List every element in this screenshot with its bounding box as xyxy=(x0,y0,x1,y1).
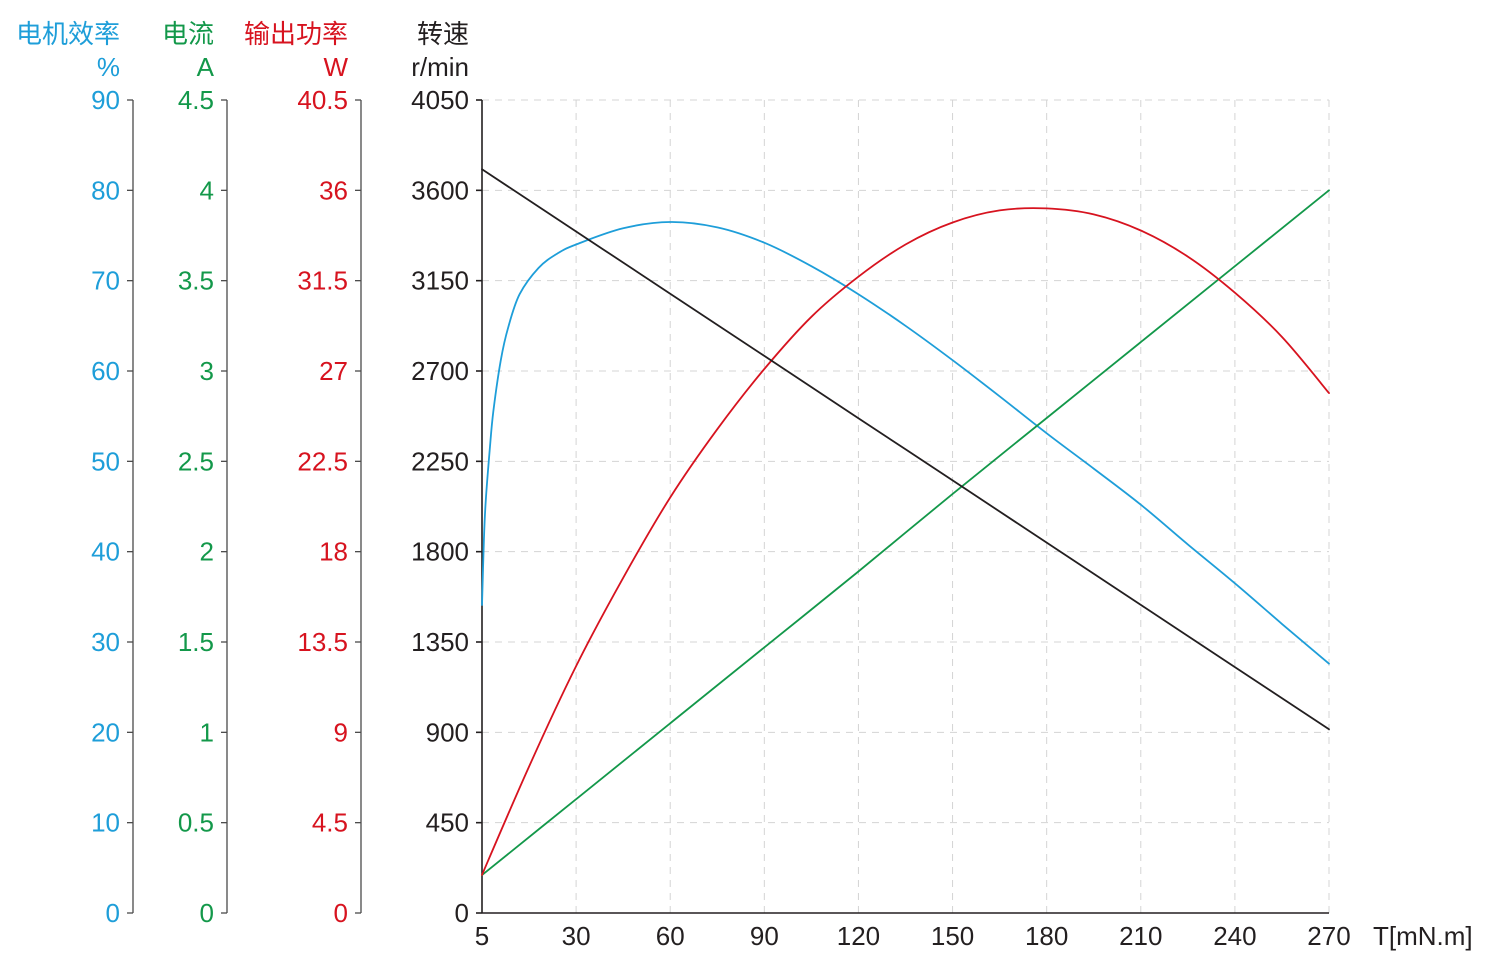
speed-axis-tick-label: 2700 xyxy=(411,356,469,386)
speed-axis-tick-label: 3150 xyxy=(411,266,469,296)
series xyxy=(481,168,1330,876)
current-axis-tick-label: 2.5 xyxy=(178,446,214,476)
efficiency-axis-tick-label: 20 xyxy=(91,717,120,747)
efficiency-axis-tick-label: 80 xyxy=(91,175,120,205)
efficiency-axis-tick-label: 30 xyxy=(91,627,120,657)
speed-axis-tick-label: 0 xyxy=(455,898,469,928)
current-axis-tick-label: 0 xyxy=(200,898,214,928)
speed-axis-tick-label: 450 xyxy=(426,808,469,838)
speed-axis-title: 转速 xyxy=(417,19,469,49)
efficiency-line xyxy=(481,221,1330,665)
x-axis-tick-label: 90 xyxy=(750,921,779,951)
efficiency-axis-tick-label: 40 xyxy=(91,537,120,567)
efficiency-axis-tick-label: 10 xyxy=(91,808,120,838)
x-axis-tick-label: 30 xyxy=(562,921,591,951)
output-power-axis-tick-label: 36 xyxy=(319,175,348,205)
output-power-axis-tick-label: 13.5 xyxy=(297,627,348,657)
current-axis-unit: A xyxy=(197,52,215,82)
current-axis-tick-label: 1 xyxy=(200,717,214,747)
speed-axis-unit: r/min xyxy=(411,52,469,82)
output-power-line xyxy=(481,207,1330,876)
output-power-axis-tick-label: 22.5 xyxy=(297,446,348,476)
x-axis-tick-label: 210 xyxy=(1119,921,1162,951)
output-power-axis-tick-label: 0 xyxy=(334,898,348,928)
current-axis-title: 电流 xyxy=(162,19,214,49)
efficiency-axis-title: 电机效率 xyxy=(16,19,120,49)
output-power-axis-tick-label: 9 xyxy=(334,717,348,747)
x-axis-tick-label: 120 xyxy=(837,921,880,951)
output-power-axis-tick-label: 18 xyxy=(319,537,348,567)
tick-labels: 010203040506070809000.511.522.533.544.50… xyxy=(91,85,1351,951)
output-power-axis-tick-label: 40.5 xyxy=(297,85,348,115)
output-power-axis-tick-label: 27 xyxy=(319,356,348,386)
current-axis-tick-label: 2 xyxy=(200,537,214,567)
grid xyxy=(482,99,1330,913)
x-axis-tick-label: 240 xyxy=(1213,921,1256,951)
speed-axis-tick-label: 2250 xyxy=(411,446,469,476)
x-axis-tick-label: 5 xyxy=(475,921,489,951)
efficiency-axis-tick-label: 50 xyxy=(91,446,120,476)
output-power-axis-title: 输出功率 xyxy=(244,19,348,49)
x-axis-tick-label: 150 xyxy=(931,921,974,951)
x-axis-tick-label: 270 xyxy=(1307,921,1350,951)
axes xyxy=(127,99,1329,914)
speed-axis-tick-label: 1350 xyxy=(411,627,469,657)
x-axis-tick-label: 180 xyxy=(1025,921,1068,951)
efficiency-axis-tick-label: 60 xyxy=(91,356,120,386)
speed-axis-tick-label: 1800 xyxy=(411,537,469,567)
output-power-axis-tick-label: 4.5 xyxy=(312,808,348,838)
current-axis-tick-label: 1.5 xyxy=(178,627,214,657)
speed-axis-tick-label: 4050 xyxy=(411,85,469,115)
x-axis-label: T[mN.m] xyxy=(1373,921,1473,951)
speed-line xyxy=(481,168,1330,731)
output-power-axis-unit: W xyxy=(323,52,348,82)
current-axis-tick-label: 3 xyxy=(200,356,214,386)
speed-axis-tick-label: 3600 xyxy=(411,175,469,205)
efficiency-axis-unit: % xyxy=(97,52,120,82)
current-axis-tick-label: 4 xyxy=(200,175,214,205)
current-line xyxy=(481,189,1330,876)
efficiency-axis-tick-label: 0 xyxy=(106,898,120,928)
output-power-axis-tick-label: 31.5 xyxy=(297,266,348,296)
current-axis-tick-label: 3.5 xyxy=(178,266,214,296)
axis-headers: 电机效率 % 电流 A 输出功率 W 转速 r/min xyxy=(16,19,469,82)
current-axis-tick-label: 0.5 xyxy=(178,808,214,838)
x-axis-tick-label: 60 xyxy=(656,921,685,951)
efficiency-axis-tick-label: 70 xyxy=(91,266,120,296)
speed-axis-tick-label: 900 xyxy=(426,717,469,747)
efficiency-axis-tick-label: 90 xyxy=(91,85,120,115)
current-axis-tick-label: 4.5 xyxy=(178,85,214,115)
